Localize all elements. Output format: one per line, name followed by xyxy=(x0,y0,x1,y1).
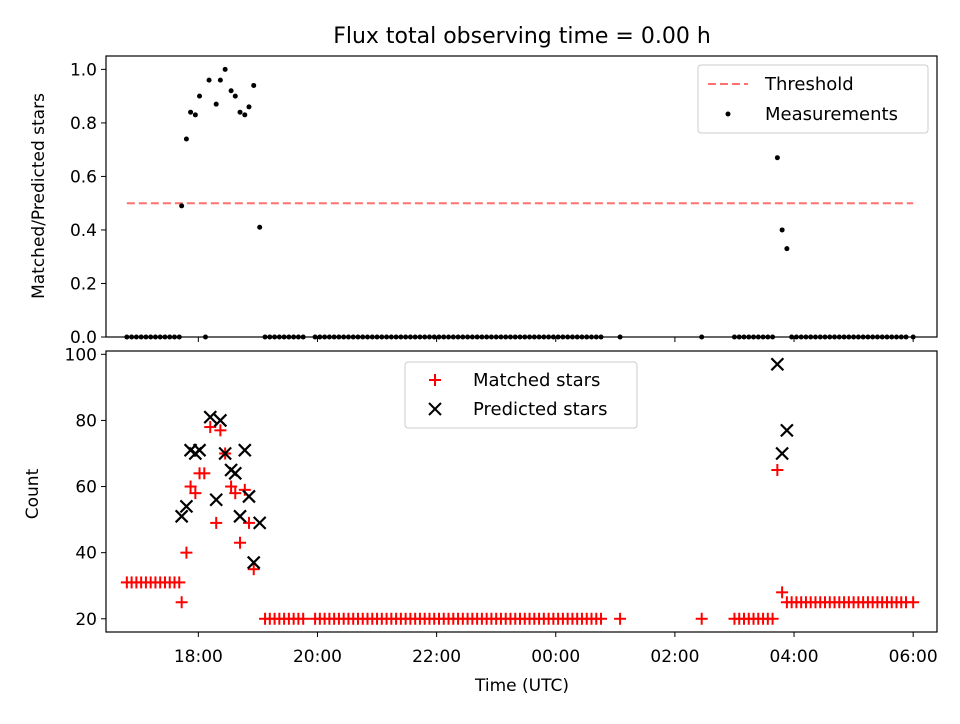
bottom-y-axis-label: Count xyxy=(23,468,43,519)
predicted-star-point xyxy=(228,466,243,481)
top-y-tick-label: 1.0 xyxy=(70,60,97,80)
predicted-stars-legend-label: Predicted stars xyxy=(473,399,607,420)
measurement-point xyxy=(192,112,198,118)
top-legend: Threshold Measurements xyxy=(697,64,929,134)
measurement-point xyxy=(257,224,263,230)
predicted-star-point xyxy=(242,489,256,504)
matched-star-point xyxy=(595,612,608,625)
measurement-point xyxy=(784,246,790,252)
matched-star-point xyxy=(229,487,242,500)
matched-star-point xyxy=(614,612,627,625)
measurement-point xyxy=(213,101,219,107)
measurement-point xyxy=(774,155,780,161)
top-y-tick-label: 0.0 xyxy=(70,328,97,348)
matched-star-point xyxy=(180,546,193,559)
top-y-tick-label: 0.2 xyxy=(70,274,97,294)
matched-star-point xyxy=(173,576,186,589)
matched-star-point xyxy=(238,483,251,496)
measurement-point xyxy=(246,104,252,110)
measurements-legend-label: Measurements xyxy=(765,104,898,125)
measurement-point xyxy=(188,109,194,115)
bottom-x-tick-label: 00:00 xyxy=(531,647,580,667)
bottom-y-tick-label: 80 xyxy=(75,411,97,431)
top-plot: 0.0 0.2 0.4 0.6 0.8 1.0 xyxy=(70,55,938,348)
bottom-legend: Matched stars Predicted stars xyxy=(404,361,638,429)
predicted-star-point xyxy=(209,492,223,507)
bottom-y-tick-label: 40 xyxy=(75,544,97,564)
bottom-x-tick-label: 18:00 xyxy=(174,647,223,667)
measurement-point xyxy=(222,66,228,72)
matched-star-point xyxy=(234,536,247,549)
matched-star-point xyxy=(210,516,223,529)
bottom-y-tick-label: 100 xyxy=(65,345,97,365)
predicted-star-point xyxy=(174,509,189,524)
predicted-stars-legend-swatch xyxy=(428,402,442,416)
measurement-point xyxy=(179,203,185,209)
measurement-point xyxy=(183,136,189,142)
matched-star-point xyxy=(204,421,217,434)
top-chart-title: Flux total observing time = 0.00 h xyxy=(333,24,711,49)
matched-star-point xyxy=(198,467,211,480)
measurement-point xyxy=(228,88,234,94)
matched-star-point xyxy=(766,612,779,625)
threshold-legend-label: Threshold xyxy=(764,74,854,95)
bottom-x-tick-label: 04:00 xyxy=(770,647,819,667)
top-legend-box xyxy=(697,64,929,134)
predicted-star-point xyxy=(213,413,228,428)
top-y-axis-label: Matched/Predicted stars xyxy=(29,93,49,299)
top-y-tick-label: 0.4 xyxy=(70,221,97,241)
matched-stars-legend-label: Matched stars xyxy=(473,370,600,391)
predicted-star-point xyxy=(775,446,789,461)
bottom-legend-box xyxy=(404,361,638,429)
predicted-star-point xyxy=(203,410,218,424)
predicted-star-point xyxy=(238,443,252,457)
matched-star-point xyxy=(214,424,227,437)
predicted-star-point xyxy=(770,357,785,372)
matched-star-point xyxy=(297,612,310,625)
x-axis-label: Time (UTC) xyxy=(474,676,569,696)
top-y-tick-label: 0.6 xyxy=(70,167,97,187)
matched-star-point xyxy=(189,487,202,500)
bottom-plot-frame xyxy=(105,350,938,633)
top-y-tick-label: 0.8 xyxy=(70,114,97,134)
top-plot-frame xyxy=(105,55,938,338)
measurement-point xyxy=(242,112,248,118)
matched-star-point xyxy=(247,563,260,576)
measurements-legend-swatch xyxy=(725,111,731,117)
matched-star-point xyxy=(695,612,708,625)
measurement-point xyxy=(251,82,257,88)
measurement-point xyxy=(232,93,238,99)
matched-star-point xyxy=(225,480,238,493)
bottom-x-tick-label: 22:00 xyxy=(412,647,461,667)
measurement-point xyxy=(779,227,785,233)
measurement-point xyxy=(206,77,212,83)
matched-stars-legend-swatch xyxy=(429,374,441,386)
bottom-x-tick-label: 20:00 xyxy=(293,647,342,667)
matched-star-point xyxy=(907,596,920,609)
matched-star-point xyxy=(776,586,789,599)
predicted-star-point xyxy=(252,516,267,530)
predicted-star-point xyxy=(246,555,261,570)
bottom-x-tick-label: 06:00 xyxy=(889,647,938,667)
matched-star-point xyxy=(184,480,197,493)
predicted-star-point xyxy=(218,446,232,461)
measurement-point xyxy=(237,109,243,115)
predicted-star-point xyxy=(192,443,207,457)
bottom-y-tick-label: 60 xyxy=(75,478,97,498)
measurement-point xyxy=(197,93,203,99)
measurement-point xyxy=(217,77,223,83)
bottom-plot: 20 40 60 80 100 18:00 20:00 22:00 00:00 02:00 04:0… xyxy=(65,345,938,667)
predicted-star-point xyxy=(233,509,247,524)
bottom-x-tick-label: 02:00 xyxy=(650,647,699,667)
predicted-star-point xyxy=(179,499,194,514)
matched-star-point xyxy=(175,596,188,609)
matched-star-point xyxy=(242,516,255,529)
matched-star-point xyxy=(771,464,784,477)
predicted-star-point xyxy=(780,423,794,438)
bottom-y-tick-label: 20 xyxy=(75,610,97,630)
